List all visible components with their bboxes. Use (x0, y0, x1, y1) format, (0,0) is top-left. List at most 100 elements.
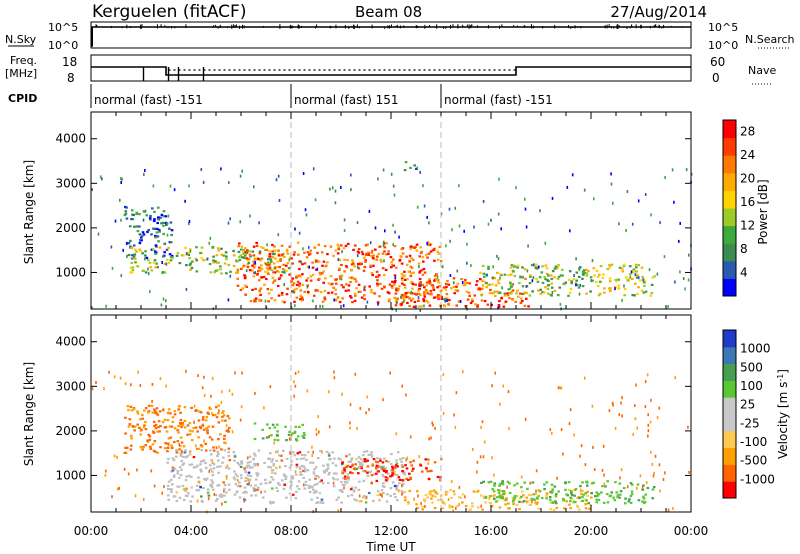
velocity-cell (408, 489, 412, 493)
velocity-speckle (317, 415, 320, 419)
power-speckle (105, 304, 107, 308)
power-cell (640, 289, 644, 292)
power-cell (437, 297, 440, 301)
velocity-cell (574, 501, 577, 504)
freq-line (91, 66, 691, 76)
velocity-speckle (306, 389, 309, 393)
power-speckle (144, 169, 146, 172)
power-cell (127, 253, 131, 257)
velocity-cell (227, 430, 230, 433)
velocity-cell (534, 492, 538, 495)
velocity-cell (487, 497, 491, 500)
power-cell (428, 281, 432, 284)
velocity-cell (257, 486, 260, 489)
power-cell (246, 263, 250, 266)
velocity-cell (401, 479, 404, 482)
velocity-cell (326, 464, 330, 467)
velocity-cell (269, 500, 272, 503)
velocity-cell (327, 473, 331, 476)
power-cell (227, 263, 231, 267)
power-speckle (444, 299, 447, 303)
power-cell (546, 287, 550, 290)
velocity-cell (362, 460, 365, 463)
velocity-speckle (447, 498, 450, 501)
velocity-cell (398, 478, 402, 481)
velocity-cell (384, 471, 388, 474)
power-cell (410, 299, 413, 302)
power-speckle (321, 304, 324, 308)
velocity-cell (382, 492, 385, 495)
power-cell (138, 248, 141, 251)
velocity-cell (204, 462, 207, 465)
velocity-speckle (211, 376, 214, 380)
velocity-cell (190, 486, 193, 489)
power-cell (156, 266, 159, 269)
power-cell (216, 247, 220, 250)
velocity-cell (604, 485, 607, 488)
power-cell (288, 245, 292, 248)
velocity-cell (335, 498, 339, 501)
power-cell (436, 296, 440, 299)
power-speckle (356, 221, 359, 225)
power-speckle (395, 308, 397, 312)
power-colorbar-bin (723, 278, 736, 297)
power-cell (468, 294, 471, 297)
power-speckle (254, 261, 256, 265)
velocity-cell (236, 475, 239, 478)
power-speckle (637, 199, 640, 203)
y-tick-label: 3000 (55, 176, 86, 190)
velocity-cell (256, 488, 259, 491)
velocity-speckle (462, 370, 464, 374)
velocity-speckle (658, 463, 661, 467)
velocity-cell (184, 456, 188, 459)
velocity-cell (172, 458, 176, 462)
x-tick-label: 08:00 (274, 524, 309, 538)
power-cell (401, 278, 404, 282)
power-speckle (575, 257, 577, 261)
velocity-cell (239, 485, 242, 488)
velocity-cell (126, 405, 130, 408)
power-cell (323, 289, 327, 292)
power-cell (253, 300, 256, 303)
velocity-cell (167, 457, 170, 460)
power-cell (485, 286, 488, 289)
power-cell (518, 282, 521, 285)
power-speckle (152, 184, 155, 188)
velocity-cell (195, 484, 199, 487)
velocity-speckle (549, 428, 552, 432)
velocity-cell (429, 469, 432, 473)
power-cell (406, 278, 409, 281)
velocity-cell (181, 422, 184, 425)
power-cell (633, 269, 636, 272)
power-cell (135, 212, 138, 216)
velocity-cell (164, 442, 167, 445)
power-speckle (125, 241, 128, 245)
velocity-cell (366, 471, 369, 474)
velocity-cell (277, 482, 280, 485)
power-cell (360, 296, 364, 299)
power-cell (152, 261, 156, 264)
power-cell (320, 272, 324, 275)
velocity-cell (232, 476, 236, 479)
velocity-cell (301, 453, 304, 456)
power-cell (615, 280, 618, 283)
velocity-cell (217, 421, 221, 424)
power-cell (411, 297, 415, 300)
velocity-cell (419, 464, 423, 467)
velocity-cell (327, 454, 331, 457)
power-cell (350, 296, 353, 299)
velocity-cell (372, 499, 375, 503)
velocity-cell (405, 477, 408, 480)
power-cell (258, 289, 261, 292)
power-speckle (566, 185, 569, 189)
velocity-cell (493, 494, 496, 497)
power-cell (285, 293, 289, 296)
velocity-cell (550, 483, 554, 486)
power-speckle (189, 249, 192, 253)
power-speckle (451, 228, 453, 232)
velocity-cell (651, 497, 654, 500)
power-cell (444, 288, 447, 291)
power-cell (272, 262, 276, 265)
power-cell (568, 270, 572, 273)
